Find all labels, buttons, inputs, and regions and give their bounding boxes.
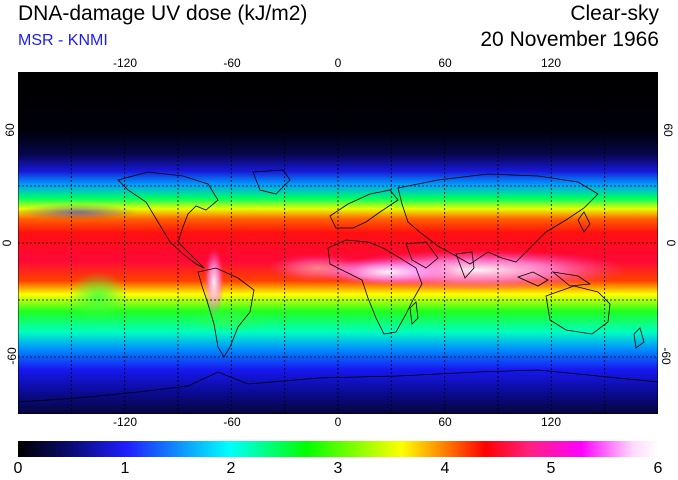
colorbar-label: 6 (653, 460, 663, 477)
lon-tick-top: -120 (112, 56, 138, 70)
source-label: MSR - KNMI (18, 32, 108, 49)
lon-tick-bottom: 0 (334, 415, 342, 429)
lon-tick-top: -60 (223, 56, 241, 70)
lon-tick-top: 60 (438, 56, 452, 70)
sky-condition-label: Clear-sky (570, 2, 659, 25)
colorbar-label: 4 (440, 460, 450, 477)
colorbar-label: 3 (333, 460, 343, 477)
lat-tick-left: 60 (3, 123, 18, 137)
colorbar-label: 2 (226, 460, 236, 477)
uv-hotspot (204, 248, 224, 316)
uv-low-patch (68, 272, 128, 322)
lat-tick-right: 60 (660, 123, 675, 137)
lon-tick-bottom: 120 (540, 415, 562, 429)
colorbar-label: 0 (13, 460, 23, 477)
uv-low-patch (18, 204, 138, 220)
colorbar-label: 5 (546, 460, 556, 477)
lon-tick-top: 0 (334, 56, 342, 70)
lon-tick-bottom: -60 (223, 415, 241, 429)
lat-lon-grid (18, 72, 658, 414)
colorbar-label: 1 (120, 460, 130, 477)
uv-dose-map (18, 72, 658, 414)
colorbar-gradient (18, 441, 658, 457)
lat-tick-right: -60 (658, 347, 673, 365)
lon-tick-bottom: 60 (438, 415, 452, 429)
date-label: 20 November 1966 (480, 28, 659, 51)
map-title: DNA-damage UV dose (kJ/m2) (18, 2, 308, 25)
colorbar (18, 441, 658, 457)
lon-tick-bottom: -120 (112, 415, 138, 429)
lat-tick-right: 0 (664, 239, 678, 247)
lat-tick-left: 0 (0, 239, 14, 247)
uv-hotspot (268, 254, 368, 282)
uv-low-patch (188, 306, 268, 334)
coastlines (18, 169, 658, 403)
lon-tick-top: 120 (540, 56, 562, 70)
